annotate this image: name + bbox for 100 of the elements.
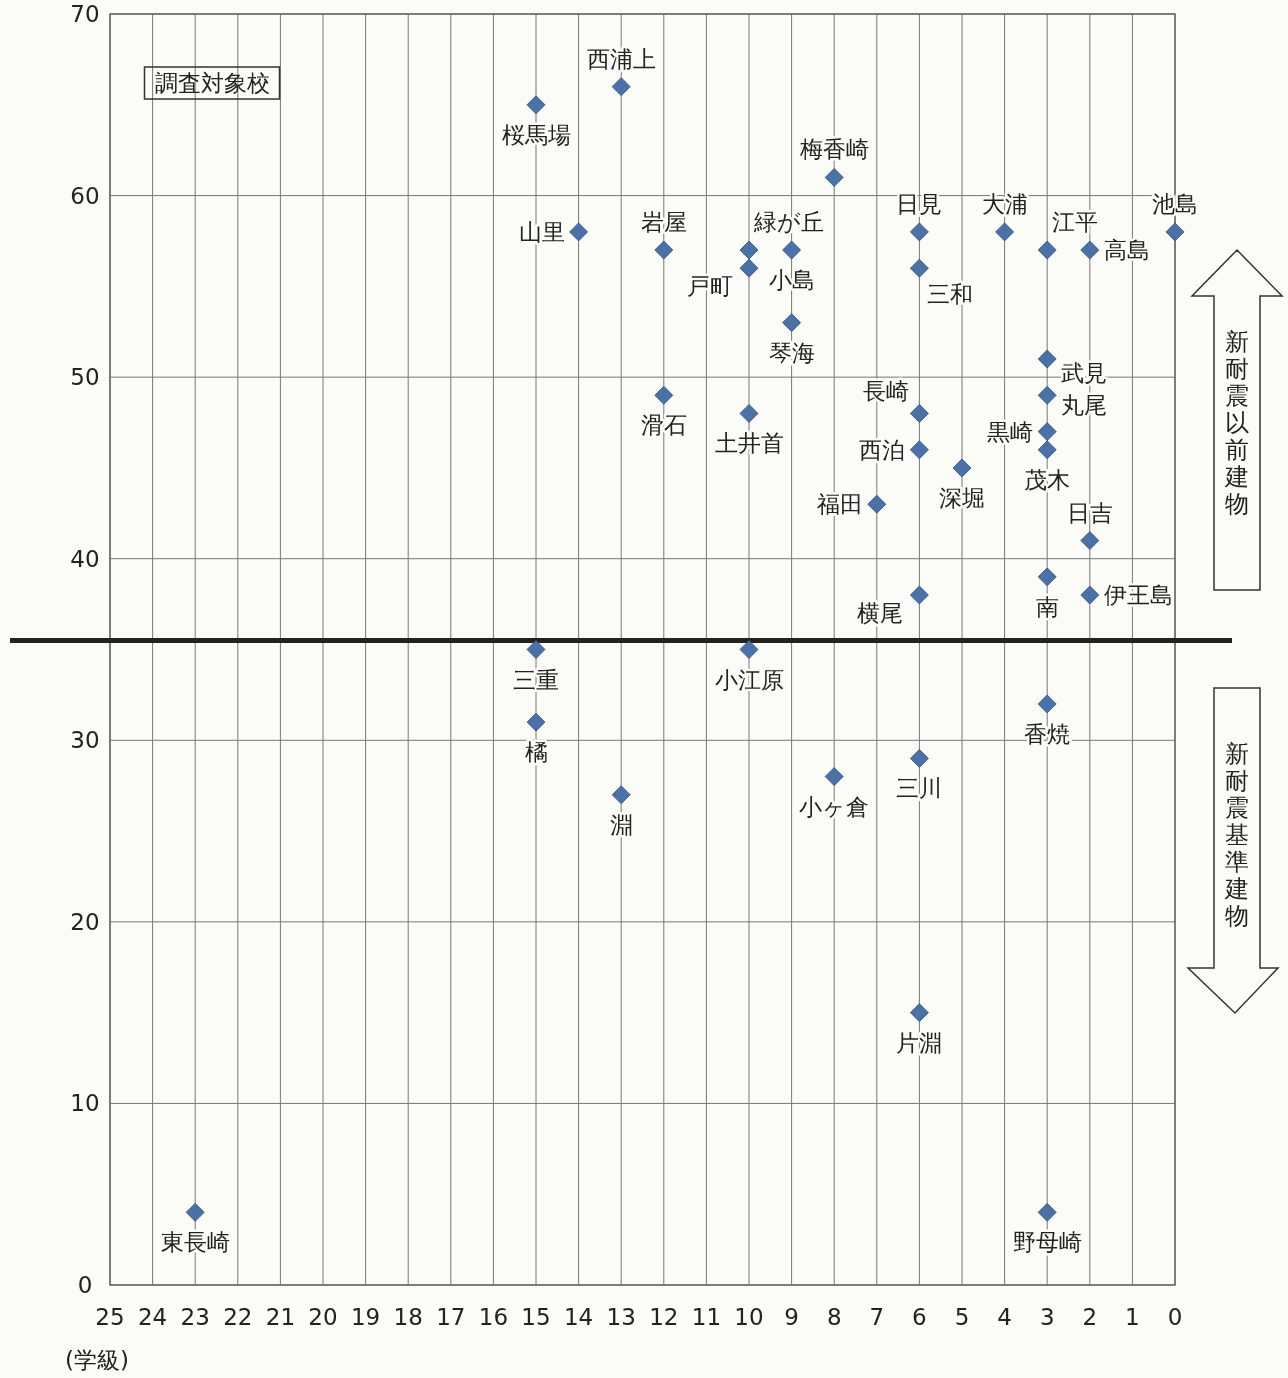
point [1037,422,1057,442]
point [1037,1202,1057,1222]
x-tick-label: 0 [1167,1304,1183,1330]
x-tick-label: 4 [997,1304,1012,1330]
x-tick-label: 7 [869,1304,885,1330]
point [611,77,631,97]
annotation: 高島 [1103,237,1150,264]
annotation: 福田 [816,491,863,518]
x-tick-label: 21 [265,1304,296,1330]
point [910,1003,929,1023]
y-tick-label: 10 [70,1090,100,1117]
x-tick-label: 1 [1125,1304,1140,1330]
point [654,385,674,405]
point [739,240,759,260]
x-tick-label: 17 [436,1304,466,1330]
annotation: 淵 [609,811,633,838]
annotation: 野母崎 [1012,1229,1082,1256]
annotation: 小江原 [714,666,784,693]
point [1080,585,1100,605]
point [739,258,759,278]
text: 新耐震基準建物 [1224,740,1249,930]
x-tick-label: 13 [606,1304,636,1330]
y-tick-label: 0 [77,1272,93,1298]
annotation: 香焼 [1024,720,1071,747]
annotation: 桜馬場 [501,121,571,148]
y-tick-label: 70 [70,1,100,27]
point [1080,531,1100,550]
x-tick-label: 10 [734,1304,764,1330]
point [654,240,674,260]
point [910,258,929,278]
annotation: 丸尾 [1061,392,1108,419]
x-tick-label: 15 [521,1304,551,1330]
annotation: 滑石 [640,412,687,439]
point [569,222,588,242]
point [739,404,759,423]
annotation: 茂木 [1024,466,1071,493]
x-tick-label: 25 [95,1304,125,1330]
annotation: 橘 [524,739,548,766]
point [867,494,887,514]
annotation: 三和 [927,281,974,308]
point [995,222,1014,242]
annotation: 西泊 [859,436,906,463]
annotation: 深堀 [939,484,985,511]
annotation: 山里 [518,218,565,245]
annotation: 南 [1035,593,1059,620]
annotation: 西浦上 [586,45,656,72]
x-tick-label: 6 [912,1304,927,1330]
point [1037,385,1057,405]
annotation: 日吉 [1066,499,1113,526]
point [1080,240,1100,260]
point [1037,694,1057,714]
x-tick-label: 14 [563,1304,594,1330]
annotation: 小ヶ倉 [799,793,870,820]
point [910,222,929,242]
x-tick-label: 18 [393,1304,423,1330]
y-tick-label: 20 [70,908,100,935]
y-tick-label: 60 [70,182,100,209]
point [611,785,631,805]
x-tick-label: 2 [1082,1304,1098,1330]
x-tick-label: 11 [691,1304,722,1330]
annotation: 長崎 [863,378,910,405]
annotation: 片淵 [896,1029,943,1056]
annotation: 戸町 [687,273,733,300]
annotation: 土井首 [714,430,784,457]
annotation: 武見 [1061,359,1108,386]
point [1037,440,1057,460]
point [910,440,929,460]
annotation: 伊王島 [1103,582,1173,609]
annotation: 三重 [513,666,559,693]
point [824,168,844,187]
point [824,767,844,786]
annotation: 日見 [896,190,943,217]
y-tick-label: 30 [70,727,100,754]
x-tick-label: 9 [784,1304,799,1330]
point [910,749,929,768]
annotation: 東長崎 [160,1229,230,1256]
point [952,458,972,478]
point [526,95,546,115]
point [1037,349,1057,369]
annotation: 横尾 [857,600,904,627]
point [782,313,801,333]
point [185,1202,205,1222]
x-tick-label: 12 [649,1304,679,1330]
text: 新耐震以前建物 [1224,328,1249,518]
point [782,240,801,260]
annotation: 緑が丘 [753,209,824,236]
y-tick-label: 50 [70,364,100,391]
x-tick-label: 3 [1039,1304,1055,1330]
x-tick-label: 5 [954,1304,970,1330]
y-tick-label: 40 [70,545,100,572]
point [739,640,759,659]
x-tick-label: 24 [137,1304,168,1330]
annotation: 江平 [1052,209,1099,236]
point [1037,567,1057,587]
point [1165,222,1185,242]
x-tick-label: 16 [478,1304,509,1330]
x-tick-label: 23 [180,1304,210,1330]
x-tick-label: 8 [826,1304,842,1330]
x-tick-label: 20 [308,1304,338,1330]
point [910,585,929,605]
